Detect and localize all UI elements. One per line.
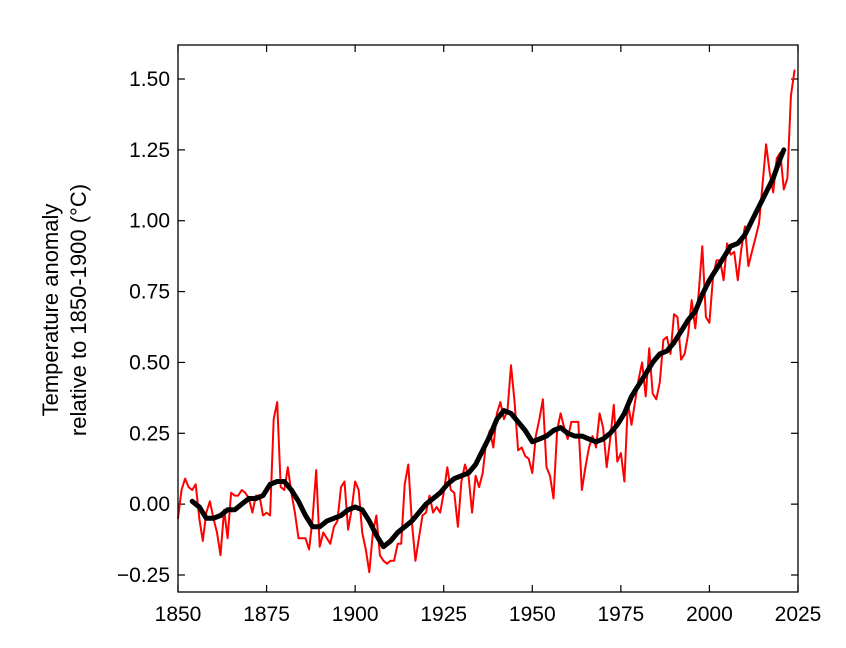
y-tick-label: 1.25 — [129, 139, 170, 162]
x-tick-label: 1925 — [420, 603, 467, 626]
plot-frame — [177, 44, 799, 593]
smoothed-series-line — [189, 147, 787, 550]
x-tick-label: 2000 — [686, 603, 733, 626]
y-tick-label: 1.50 — [129, 68, 170, 91]
y-tick-label: 0.75 — [129, 281, 170, 304]
x-tick-label: 1850 — [155, 603, 202, 626]
y-tick-label: −0.25 — [117, 564, 170, 587]
x-tick-label: 2025 — [775, 603, 822, 626]
x-tick-label: 1950 — [509, 603, 556, 626]
axis-ticks — [177, 45, 799, 592]
y-axis-label: Temperature anomaly relative to 1850-190… — [38, 184, 91, 436]
series-layer — [177, 69, 796, 574]
y-tick-label: 0.00 — [129, 493, 170, 516]
y-tick-label: 0.50 — [129, 351, 170, 374]
x-tick-label: 1975 — [597, 603, 644, 626]
axis-tick-labels: 1850 1875 1900 1925 1950 1975 2000 2025 −0.25 0.0… — [117, 68, 822, 626]
y-tick-label: 0.25 — [129, 422, 170, 445]
x-tick-label: 1875 — [243, 603, 290, 626]
x-tick-label: 1900 — [332, 603, 379, 626]
annual-series-line — [177, 69, 796, 574]
y-axis-label-line-2: relative to 1850-1900 (°C) — [66, 184, 91, 436]
y-axis-label-line-1: Temperature anomaly — [38, 204, 63, 417]
y-tick-label: 1.00 — [129, 210, 170, 233]
